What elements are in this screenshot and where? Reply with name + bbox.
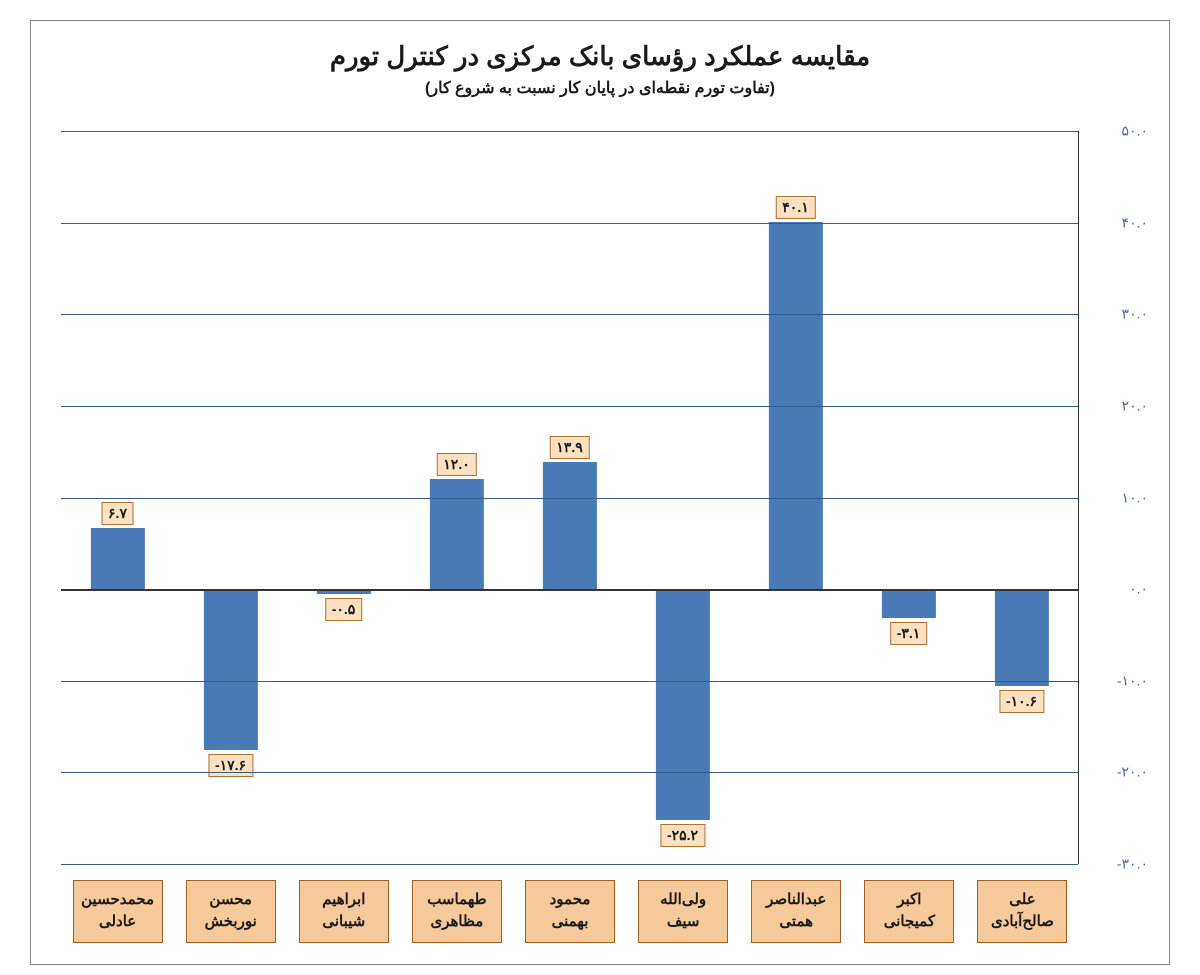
gridline [61, 498, 1078, 499]
gridline [61, 131, 1078, 132]
x-label: طهماسبمظاهری [412, 880, 502, 943]
data-label: ۱۲.۰ [436, 453, 476, 476]
x-label: عبدالناصرهمتی [751, 880, 841, 943]
bar [203, 589, 257, 750]
x-label-slot: علیصالح‌آبادی [966, 876, 1079, 946]
x-axis-labels: محمدحسینعادلی محسننوربخش ابراهیمشیبانی طهما… [61, 876, 1079, 946]
bar [994, 589, 1048, 686]
chart-subtitle: (تفاوت تورم نقطه‌ای در پایان کار نسبت به… [31, 78, 1169, 98]
x-label-slot: عبدالناصرهمتی [740, 876, 853, 946]
gridline [61, 223, 1078, 224]
x-label: محسننوربخش [186, 880, 276, 943]
gridline [61, 864, 1078, 865]
x-label-slot: طهماسبمظاهری [400, 876, 513, 946]
gridline [61, 314, 1078, 315]
y-tick-label: ۵۰.۰ [1088, 123, 1148, 140]
chart-title: مقایسه عملکرد رؤسای بانک مرکزی در کنترل … [31, 41, 1169, 72]
y-tick-label: ۱۰.۰ [1088, 489, 1148, 506]
data-label: -۳.۱ [890, 622, 928, 645]
bar [881, 589, 935, 617]
data-label: -۲۵.۲ [660, 824, 705, 847]
x-label: ولی‌اللهسیف [638, 880, 728, 943]
data-label: -۱۷.۶ [208, 754, 253, 777]
y-tick-label: -۱۰.۰ [1088, 672, 1148, 689]
baseline [61, 589, 1078, 591]
data-label: ۱۳.۹ [549, 436, 589, 459]
x-label-slot: محمدحسینعادلی [61, 876, 174, 946]
y-tick-label: -۲۰.۰ [1088, 764, 1148, 781]
gridline [61, 772, 1078, 773]
title-area: مقایسه عملکرد رؤسای بانک مرکزی در کنترل … [31, 21, 1169, 108]
gridline [61, 406, 1078, 407]
y-tick-label: -۳۰.۰ [1088, 856, 1148, 873]
data-label: -۰.۵ [325, 598, 363, 621]
bar [542, 462, 596, 589]
x-label-slot: ولی‌اللهسیف [627, 876, 740, 946]
chart-container: مقایسه عملکرد رؤسای بانک مرکزی در کنترل … [30, 20, 1170, 965]
x-label: محمدحسینعادلی [73, 880, 163, 943]
plot-area: ۶.۷-۱۷.۶-۰.۵۱۲.۰۱۳.۹-۲۵.۲۴۰.۱-۳.۱-۱۰.۶ -… [61, 131, 1079, 864]
bar [655, 589, 709, 820]
data-label: ۴۰.۱ [775, 196, 815, 219]
x-label: محمودبهمنی [525, 880, 615, 943]
bar [90, 528, 144, 589]
x-label-slot: ابراهیمشیبانی [287, 876, 400, 946]
gridline [61, 681, 1078, 682]
x-label-slot: محسننوربخش [174, 876, 287, 946]
data-label: -۱۰.۶ [999, 690, 1044, 713]
y-tick-label: ۴۰.۰ [1088, 214, 1148, 231]
y-tick-label: ۳۰.۰ [1088, 306, 1148, 323]
x-label: علیصالح‌آبادی [977, 880, 1067, 943]
y-tick-label: ۲۰.۰ [1088, 397, 1148, 414]
x-label-slot: اکبرکمیجانی [853, 876, 966, 946]
bar [429, 479, 483, 589]
plot-wrapper: ۶.۷-۱۷.۶-۰.۵۱۲.۰۱۳.۹-۲۵.۲۴۰.۱-۳.۱-۱۰.۶ -… [61, 131, 1079, 864]
x-label: ابراهیمشیبانی [299, 880, 389, 943]
x-label-slot: محمودبهمنی [513, 876, 626, 946]
x-label: اکبرکمیجانی [864, 880, 954, 943]
data-label: ۶.۷ [101, 502, 134, 525]
y-tick-label: ۰.۰ [1088, 581, 1148, 598]
